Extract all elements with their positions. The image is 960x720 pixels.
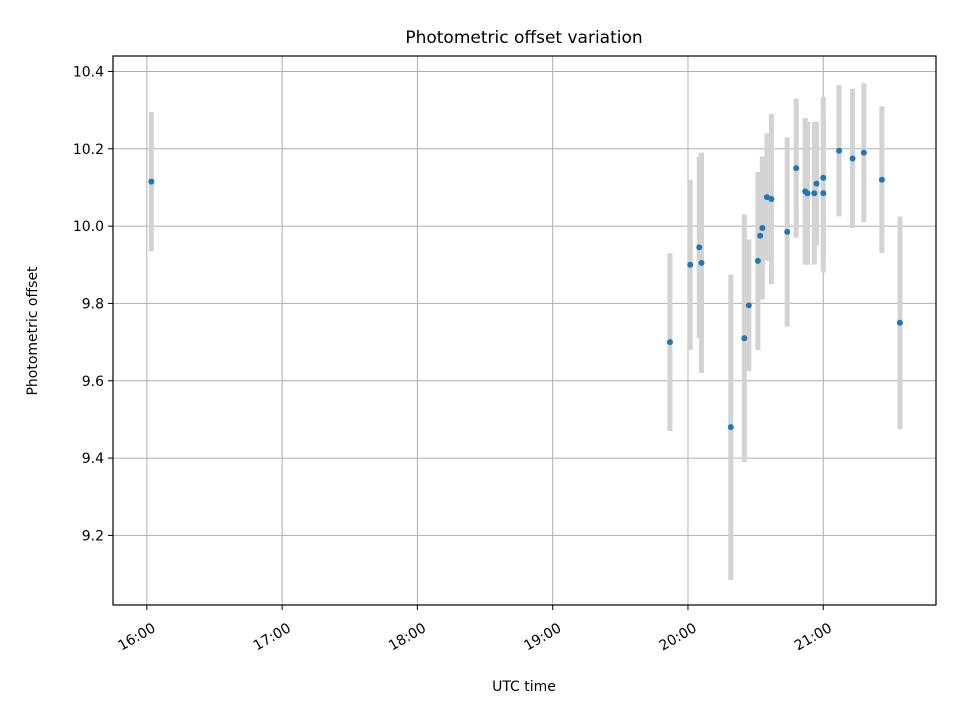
y-axis-label: Photometric offset [25, 266, 41, 396]
data-point [666, 339, 673, 346]
data-point [763, 194, 770, 201]
data-point [860, 149, 867, 156]
y-tick-label: 10.2 [73, 142, 104, 158]
error-bars [148, 83, 903, 580]
x-tick-label: 20:00 [657, 620, 700, 654]
y-tick-label: 9.2 [82, 528, 104, 544]
data-point [687, 261, 694, 268]
x-tick-label: 19:00 [521, 620, 564, 654]
data-point [804, 190, 811, 197]
data-point [696, 244, 703, 251]
x-tick-label: 21:00 [792, 620, 835, 654]
x-axis-label: UTC time [492, 679, 556, 695]
data-point [768, 196, 775, 203]
data-point [759, 225, 766, 232]
data-point [793, 165, 800, 172]
data-point [727, 424, 734, 431]
data-point [896, 319, 903, 326]
data-point [745, 302, 752, 309]
data-point [148, 178, 155, 185]
data-point [698, 259, 705, 266]
y-tick-label: 9.6 [82, 374, 104, 390]
y-axis: 9.2 9.4 9.6 9.8 10.0 10.2 10.4 [73, 64, 113, 544]
data-point [784, 228, 791, 235]
data-point [849, 155, 856, 162]
data-point [757, 232, 764, 239]
y-tick-label: 9.4 [82, 451, 104, 467]
data-point [878, 176, 885, 183]
x-tick-label: 16:00 [115, 620, 158, 654]
y-tick-label: 9.8 [82, 296, 104, 312]
data-point [813, 180, 820, 187]
data-point [820, 190, 827, 197]
plot-frame [112, 55, 937, 606]
chart-title: Photometric offset variation [405, 28, 642, 48]
data-points [148, 147, 903, 431]
data-point [754, 257, 761, 264]
x-axis: 16:00 17:00 18:00 19:00 20:00 21:00 [115, 605, 835, 654]
x-tick-label: 18:00 [386, 620, 429, 654]
data-point [836, 147, 843, 154]
y-tick-label: 10.4 [73, 64, 104, 80]
data-point [811, 190, 818, 197]
y-tick-label: 10.0 [73, 219, 104, 235]
x-tick-label: 17:00 [251, 620, 294, 654]
data-point [741, 335, 748, 342]
data-point [820, 174, 827, 181]
